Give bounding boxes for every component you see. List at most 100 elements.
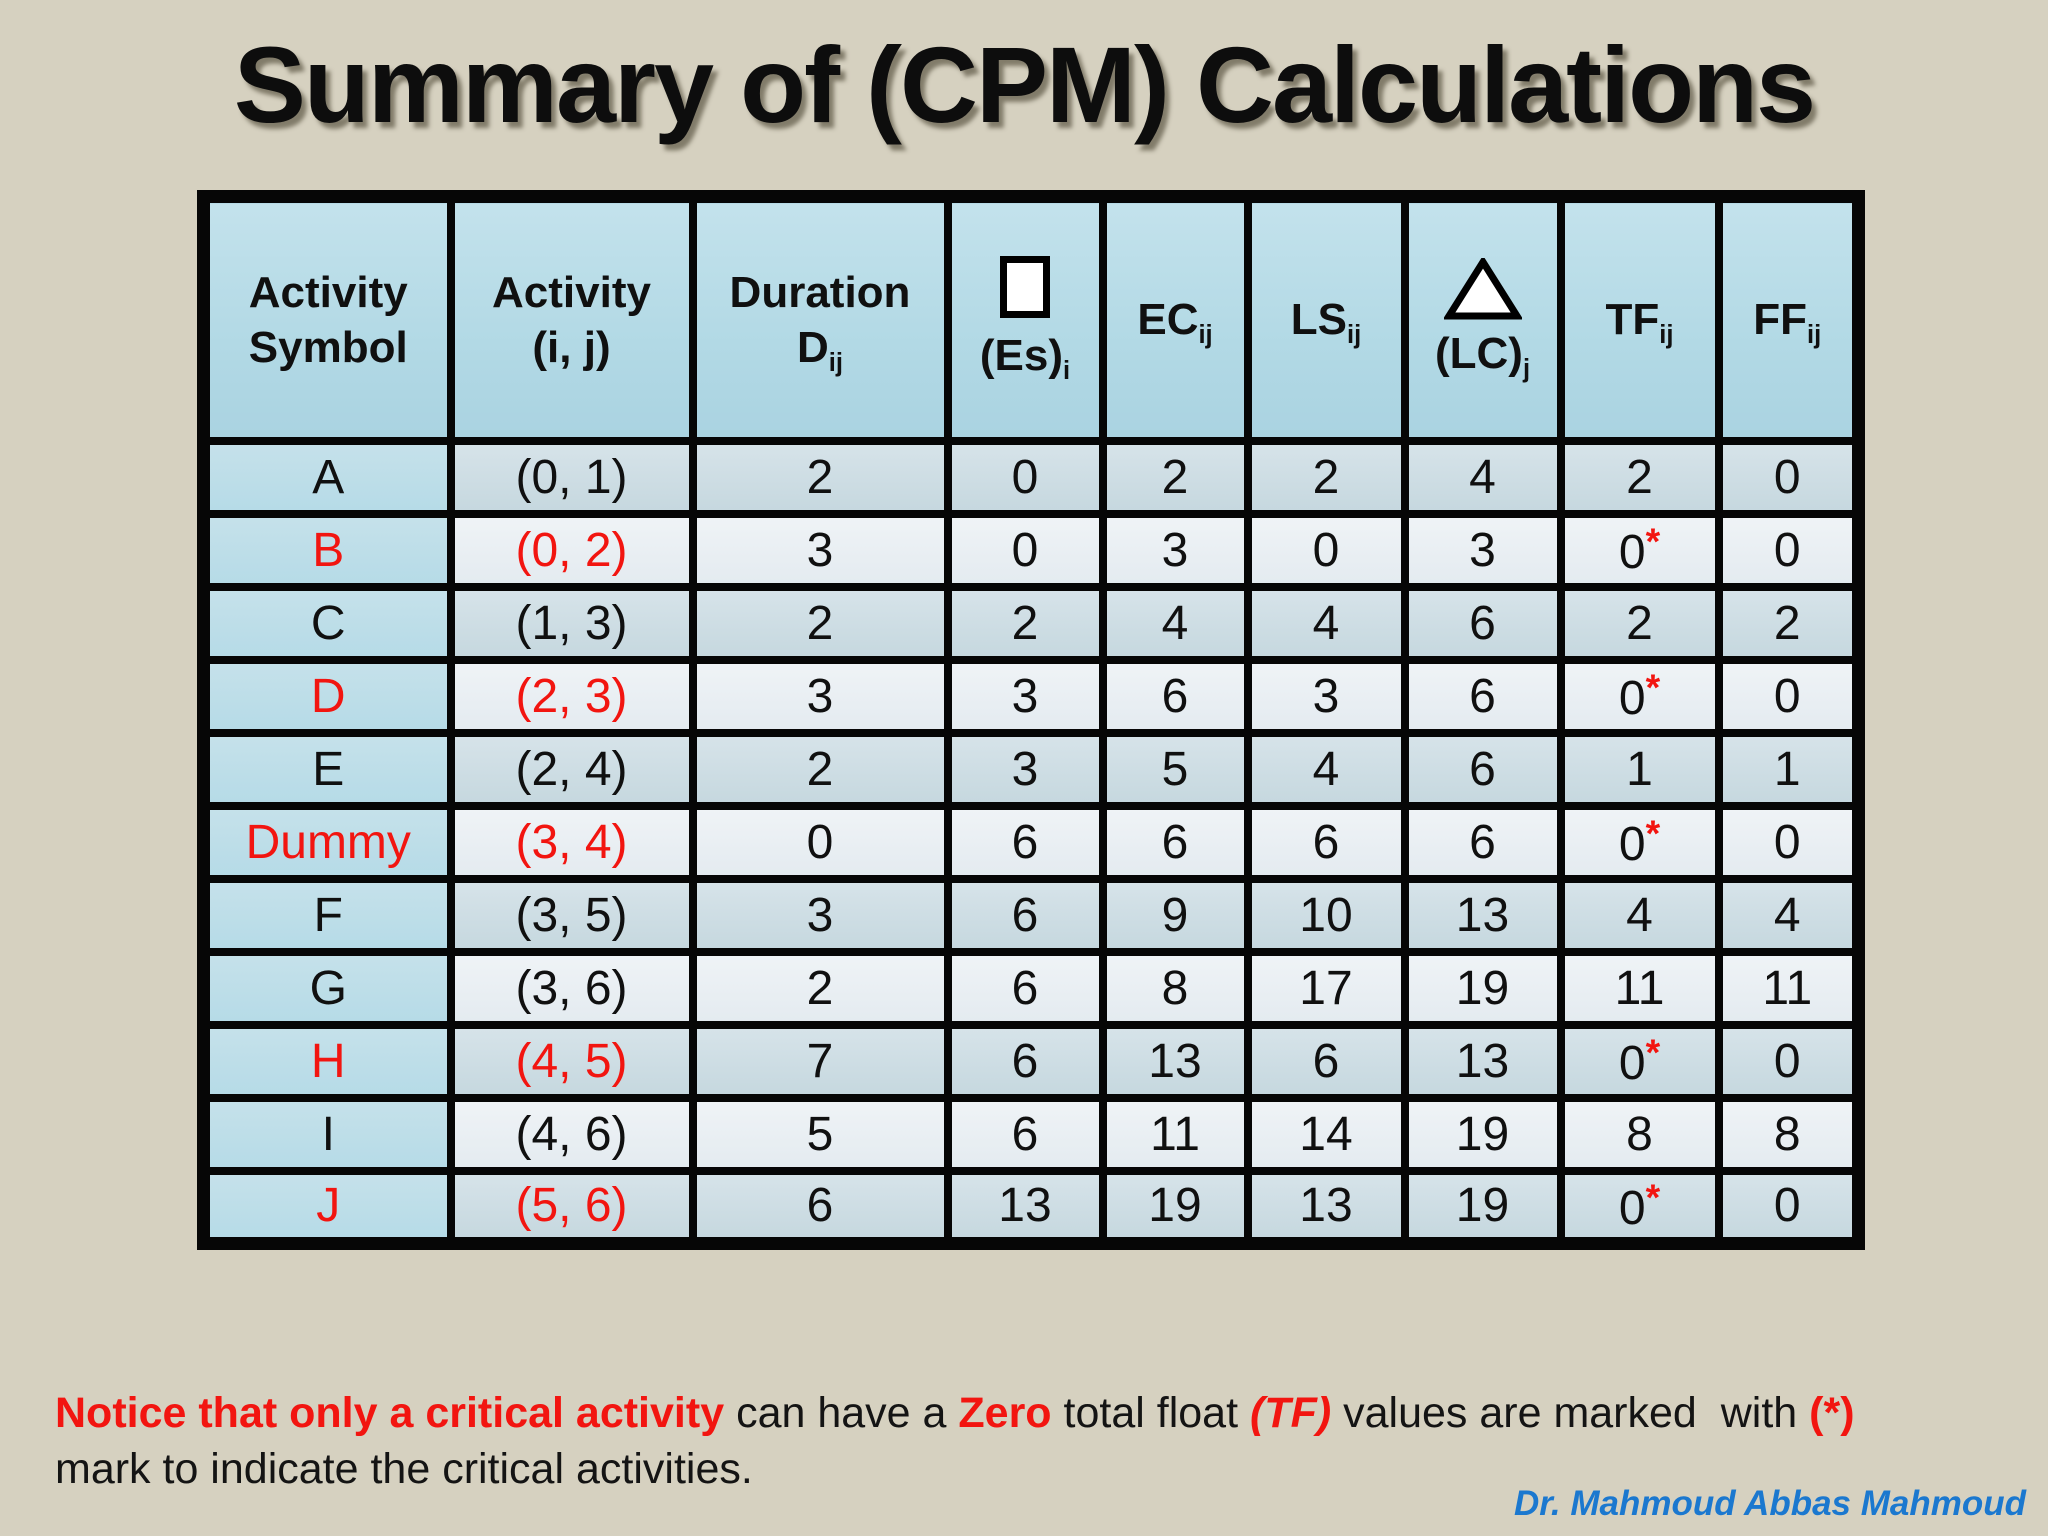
- cell-activity-ij: (1, 3): [446, 582, 697, 664]
- cell-late-completion: 13: [1400, 874, 1565, 956]
- square-icon: [1000, 256, 1050, 319]
- cell-late-completion: 4: [1400, 436, 1565, 518]
- cell-free-float: 0: [1714, 1020, 1863, 1102]
- cell-late-start: 10: [1243, 874, 1409, 956]
- col-header-duration: Duration Dij: [688, 192, 952, 445]
- table-row-e: E (2, 4) 2 3 5 4 6 1 1: [199, 728, 1863, 810]
- cell-early-start: 6: [943, 801, 1107, 883]
- cell-late-start: 14: [1243, 1093, 1409, 1175]
- table-row-c: C (1, 3) 2 2 4 4 6 2 2: [199, 582, 1863, 664]
- table-row-f: F (3, 5) 3 6 9 10 13 4 4: [199, 874, 1863, 956]
- cell-late-start: 6: [1243, 1020, 1409, 1102]
- cell-free-float: 0: [1714, 509, 1863, 591]
- notice-segment: Notice that only a critical activity: [55, 1389, 737, 1437]
- cell-duration: 2: [688, 582, 952, 664]
- cell-activity-symbol: Dummy: [199, 801, 455, 883]
- critical-star: *: [1645, 519, 1661, 562]
- cell-late-completion: 6: [1400, 728, 1565, 810]
- cell-duration: 2: [688, 728, 952, 810]
- header-row: Activity Symbol Activity (i, j) Duration Dij(…: [199, 192, 1863, 445]
- table-row-a: A (0, 1) 2 0 2 2 4 2 0: [199, 436, 1863, 518]
- cell-early-start: 3: [943, 728, 1107, 810]
- cell-early-completion: 19: [1098, 1166, 1252, 1248]
- col-header-late-start: LSij: [1243, 192, 1409, 445]
- cell-duration: 3: [688, 509, 952, 591]
- cell-early-start: 6: [943, 1020, 1107, 1102]
- cell-activity-symbol: H: [199, 1020, 455, 1102]
- cell-late-completion: 6: [1400, 582, 1565, 664]
- cell-early-start: 0: [943, 436, 1107, 518]
- cell-late-completion: 19: [1400, 1166, 1565, 1248]
- cell-late-start: 13: [1243, 1166, 1409, 1248]
- cell-free-float: 2: [1714, 582, 1863, 664]
- cell-activity-symbol: A: [199, 436, 455, 518]
- cell-free-float: 1: [1714, 728, 1863, 810]
- cell-late-completion: 19: [1400, 1093, 1565, 1175]
- table-row-d: D (2, 3) 3 3 6 3 6 0* 0: [199, 655, 1863, 737]
- header-formula: TFij: [1605, 295, 1674, 350]
- col-header-total-float: TFij: [1556, 192, 1723, 445]
- cell-early-completion: 2: [1098, 436, 1252, 518]
- cell-duration: 3: [688, 655, 952, 737]
- cell-total-float: 4: [1556, 874, 1723, 956]
- cell-early-completion: 13: [1098, 1020, 1252, 1102]
- table-row-j: J (5, 6) 6 13 19 13 19 0* 0: [199, 1166, 1863, 1248]
- cell-duration: 5: [688, 1093, 952, 1175]
- cell-early-completion: 4: [1098, 582, 1252, 664]
- cell-late-completion: 19: [1400, 947, 1565, 1029]
- table-row-h: H (4, 5) 7 6 13 6 13 0* 0: [199, 1020, 1863, 1102]
- cell-activity-ij: (2, 3): [446, 655, 697, 737]
- col-header-late-completion: (LC)j: [1400, 192, 1565, 445]
- cell-activity-symbol: F: [199, 874, 455, 956]
- cell-activity-symbol: J: [199, 1166, 455, 1248]
- cell-early-completion: 3: [1098, 509, 1252, 591]
- table-row-g: G (3, 6) 2 6 8 17 19 11 11: [199, 947, 1863, 1029]
- col-header-early-completion: ECij: [1098, 192, 1252, 445]
- cell-early-completion: 6: [1098, 655, 1252, 737]
- header-label: (i, j): [532, 322, 611, 372]
- table-body: A (0, 1) 2 0 2 2 4 2 0 B (0, 2) 3 0 3 0 3 0* 0 C (1, 3) 2 2 4 4…: [199, 436, 1863, 1248]
- cell-activity-ij: (4, 6): [446, 1093, 697, 1175]
- critical-star: *: [1645, 1030, 1661, 1073]
- cell-total-float: 2: [1556, 582, 1723, 664]
- table-header: Activity Symbol Activity (i, j) Duration Dij(…: [199, 192, 1863, 445]
- cell-early-completion: 9: [1098, 874, 1252, 956]
- cell-late-completion: 13: [1400, 1020, 1565, 1102]
- col-header-activity-symbol: Activity Symbol: [199, 192, 455, 445]
- table-row-i: I (4, 6) 5 6 11 14 19 8 8: [199, 1093, 1863, 1175]
- cell-early-start: 0: [943, 509, 1107, 591]
- cell-total-float: 0*: [1556, 1020, 1723, 1102]
- cell-activity-ij: (3, 6): [446, 947, 697, 1029]
- table-row-b: B (0, 2) 3 0 3 0 3 0* 0: [199, 509, 1863, 591]
- notice-segment: (TF): [1249, 1389, 1332, 1437]
- page-title: Summary of (CPM) Calculations: [233, 24, 1816, 145]
- cell-free-float: 8: [1714, 1093, 1863, 1175]
- cell-free-float: 0: [1714, 1166, 1863, 1248]
- cell-activity-ij: (3, 5): [446, 874, 697, 956]
- cell-activity-symbol: G: [199, 947, 455, 1029]
- header-formula: LSij: [1290, 295, 1362, 350]
- table-row-dummy: Dummy (3, 4) 0 6 6 6 6 0* 0: [199, 801, 1863, 883]
- cell-activity-symbol: I: [199, 1093, 455, 1175]
- cell-early-start: 13: [943, 1166, 1107, 1248]
- cell-total-float: 0*: [1556, 801, 1723, 883]
- cell-early-start: 3: [943, 655, 1107, 737]
- header-label: Activity: [248, 267, 408, 317]
- cell-late-start: 4: [1243, 582, 1409, 664]
- cell-activity-ij: (3, 4): [446, 801, 697, 883]
- cell-total-float: 0*: [1556, 655, 1723, 737]
- cell-activity-symbol: C: [199, 582, 455, 664]
- cell-duration: 2: [688, 947, 952, 1029]
- col-header-early-start: (Es)i: [943, 192, 1107, 445]
- col-header-free-float: FFij: [1714, 192, 1863, 445]
- cell-duration: 2: [688, 436, 952, 518]
- cell-activity-ij: (2, 4): [446, 728, 697, 810]
- cell-duration: 3: [688, 874, 952, 956]
- cell-total-float: 2: [1556, 436, 1723, 518]
- cell-activity-symbol: D: [199, 655, 455, 737]
- critical-star: *: [1645, 1175, 1661, 1218]
- cell-activity-ij: (0, 1): [446, 436, 697, 518]
- cell-duration: 7: [688, 1020, 952, 1102]
- cell-total-float: 0*: [1556, 1166, 1723, 1248]
- cell-total-float: 8: [1556, 1093, 1723, 1175]
